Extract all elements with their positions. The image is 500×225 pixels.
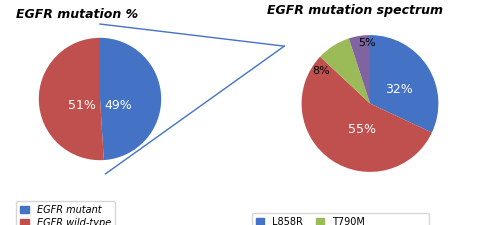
Wedge shape [349, 35, 370, 104]
Legend: L858R, exon19, T790M, exon19 and T790M: L858R, exon19, T790M, exon19 and T790M [252, 213, 430, 225]
Text: 8%: 8% [312, 66, 330, 76]
Wedge shape [320, 38, 370, 104]
Wedge shape [39, 38, 104, 160]
Wedge shape [370, 35, 438, 133]
Legend: EGFR mutant, EGFR wild-type: EGFR mutant, EGFR wild-type [16, 201, 114, 225]
Text: 49%: 49% [104, 99, 132, 112]
Text: 55%: 55% [348, 123, 376, 136]
Text: 51%: 51% [68, 99, 96, 112]
Wedge shape [100, 38, 161, 160]
Wedge shape [302, 57, 432, 172]
Text: EGFR mutation spectrum: EGFR mutation spectrum [268, 4, 444, 17]
Text: 5%: 5% [358, 38, 376, 48]
Text: 32%: 32% [385, 83, 412, 96]
Text: EGFR mutation %: EGFR mutation % [16, 8, 138, 21]
